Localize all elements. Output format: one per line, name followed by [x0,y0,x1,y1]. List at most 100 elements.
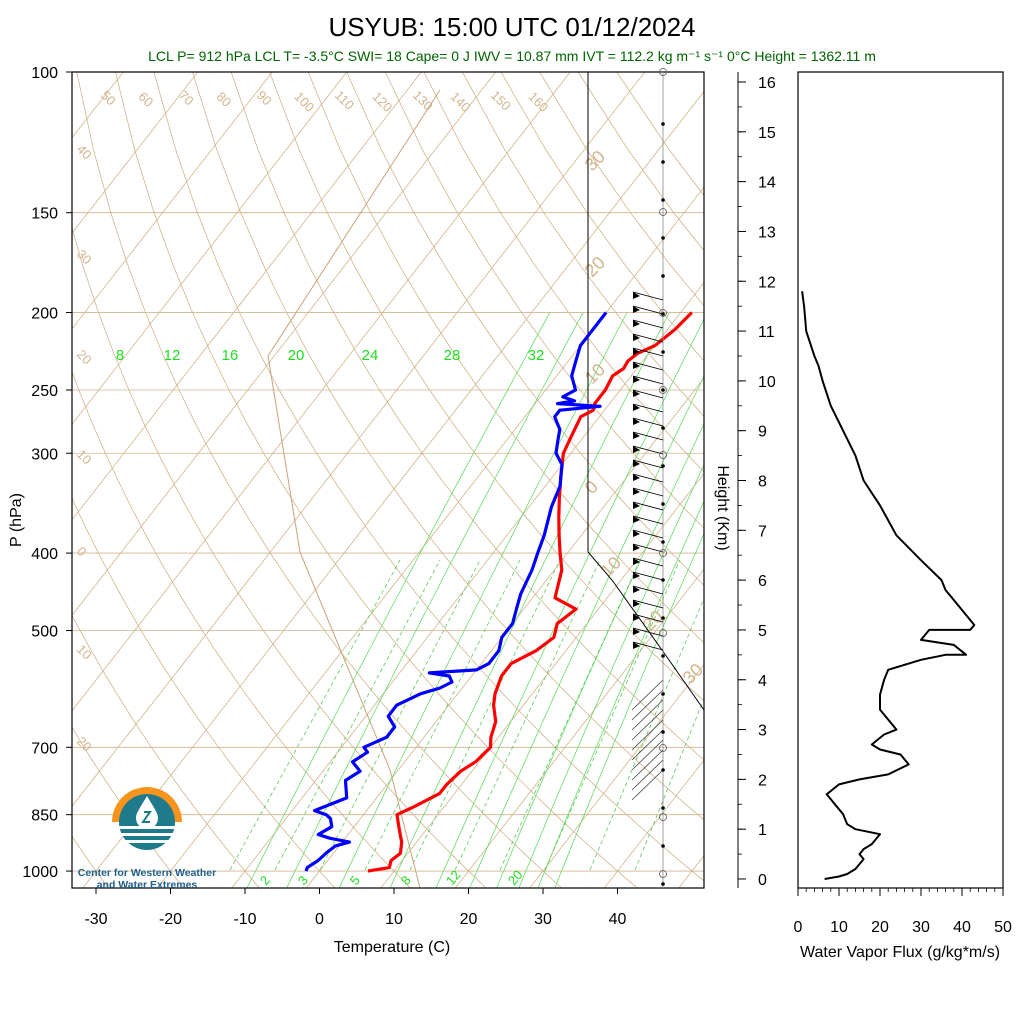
moist-adiabat-line [589,597,704,871]
dry-adiabat-line [72,835,109,888]
mixing-ratio-line [435,318,704,888]
height-tick-label: 16 [758,75,776,92]
wind-barb-flag [633,474,640,481]
wind-barb-flag [633,600,640,607]
height-tick-label: 4 [758,673,767,690]
skew-t-panel: 50 60 70 80 90 100 110 120 130 140 150 160403020100… [8,65,1024,956]
height-tick-label: 0 [758,872,767,889]
barb-dot [661,654,665,658]
dry-adiabat-line [307,72,704,644]
flux-x-tick-label: 50 [994,919,1012,936]
mixing-ratio-label: 32 [528,347,545,364]
dewpoint-line [304,311,608,872]
wind-barb-flag [633,376,640,383]
dry-adiabat-line [346,72,704,586]
isotherm-label: 100 [291,89,317,115]
mixing-ratio-label: 20 [288,347,305,364]
isotherm-line [72,72,571,712]
dry-adiabat-line [577,72,704,252]
isotherm-line [603,759,704,888]
dry-adiabat-line [539,72,704,307]
height-tick-label: 13 [758,224,776,241]
isotherm-label: 150 [488,88,514,114]
wind-barb-flag [633,432,640,439]
dry-adiabat-line [462,72,704,417]
wind-barb [632,445,664,455]
barb-dot [661,236,665,240]
dry-adiabat-label: 20 [74,734,95,755]
wind-barb [631,709,664,741]
barb-dot [661,350,665,354]
isotherm-line [753,72,1024,888]
height-tick-label: 12 [758,274,776,291]
stats-line: LCL P= 912 hPa LCL T= -3.5°C SWI= 18 Cap… [148,48,876,64]
isotherm-label: 90 [254,88,275,109]
mixing-ratio-line [338,312,628,888]
dry-adiabat-line [72,370,411,888]
wind-barb [632,515,664,525]
wind-barb [631,679,664,711]
y-tick-label: 500 [31,624,58,641]
dry-adiabat-line [423,72,704,473]
logo-sun-arc [112,787,182,822]
logo-wave-2 [118,833,176,836]
wind-barb-column [631,68,667,888]
isotherm-line [72,72,124,139]
x-tick-label: 0 [315,911,324,928]
wind-barb [632,291,664,301]
wind-barb-flag [633,418,640,425]
logo-text-line2: and Water Extremes [97,879,198,891]
barb-dot [661,426,665,430]
moist-adiabat-line [319,559,481,871]
wind-barb [631,759,664,791]
height-tick-label: 9 [758,424,767,441]
moist-adiabat-line [409,559,561,871]
barb-dot [661,540,665,544]
isotherm-line [72,72,273,330]
isotherm-label: 140 [447,89,473,115]
calm-wind-circle [659,451,667,459]
y-tick-label: 850 [31,808,58,825]
isotherm-line [529,664,704,888]
dry-adiabat-label: 20 [74,347,95,368]
wind-barb [632,585,664,595]
dry-adiabat-line [72,497,336,888]
barb-dot [661,882,665,886]
dry-adiabat-line [230,72,704,761]
dry-adiabat-label: 0 [74,544,90,560]
reference-outline [587,72,705,711]
dry-adiabat-line [115,72,638,888]
y-tick-label: 700 [31,740,58,757]
y-tick-label: 250 [31,383,58,400]
temperature-line [367,311,693,873]
mixing-ratio-line [554,532,704,888]
y-tick-label: 1000 [22,864,58,881]
mixing-ratio-label: 24 [362,347,379,364]
wind-barb-flag [633,558,640,565]
isotherm-label: 80 [213,89,234,110]
mixing-ratio-bottom-label: 12 [443,867,464,888]
mixing-ratio-bottom-label: 8 [398,873,414,888]
calm-wind-circle [659,629,667,637]
y-tick-label: 100 [31,65,58,82]
height-tick-label: 3 [758,723,767,740]
moist-adiabat-line [454,559,601,871]
wind-barb-flag [633,362,640,369]
wind-barb-flag [633,404,640,411]
isotherm-label: 50 [98,88,119,109]
mixing-ratio-line [469,375,704,888]
mixing-ratio-label: 12 [164,347,181,364]
moist-adiabat-line [544,559,681,871]
parcel-path [267,89,441,888]
barb-dot [661,578,665,582]
right-edge-label: 0 [581,477,602,498]
dry-adiabat-label: 30 [74,247,95,268]
dry-adiabat-label: 10 [74,447,95,468]
isotherm-line [454,568,704,888]
wind-barb-flag [633,292,640,299]
wind-barb [632,473,664,483]
mixing-ratio-line [537,499,704,888]
dry-adiabat-line [76,72,562,888]
